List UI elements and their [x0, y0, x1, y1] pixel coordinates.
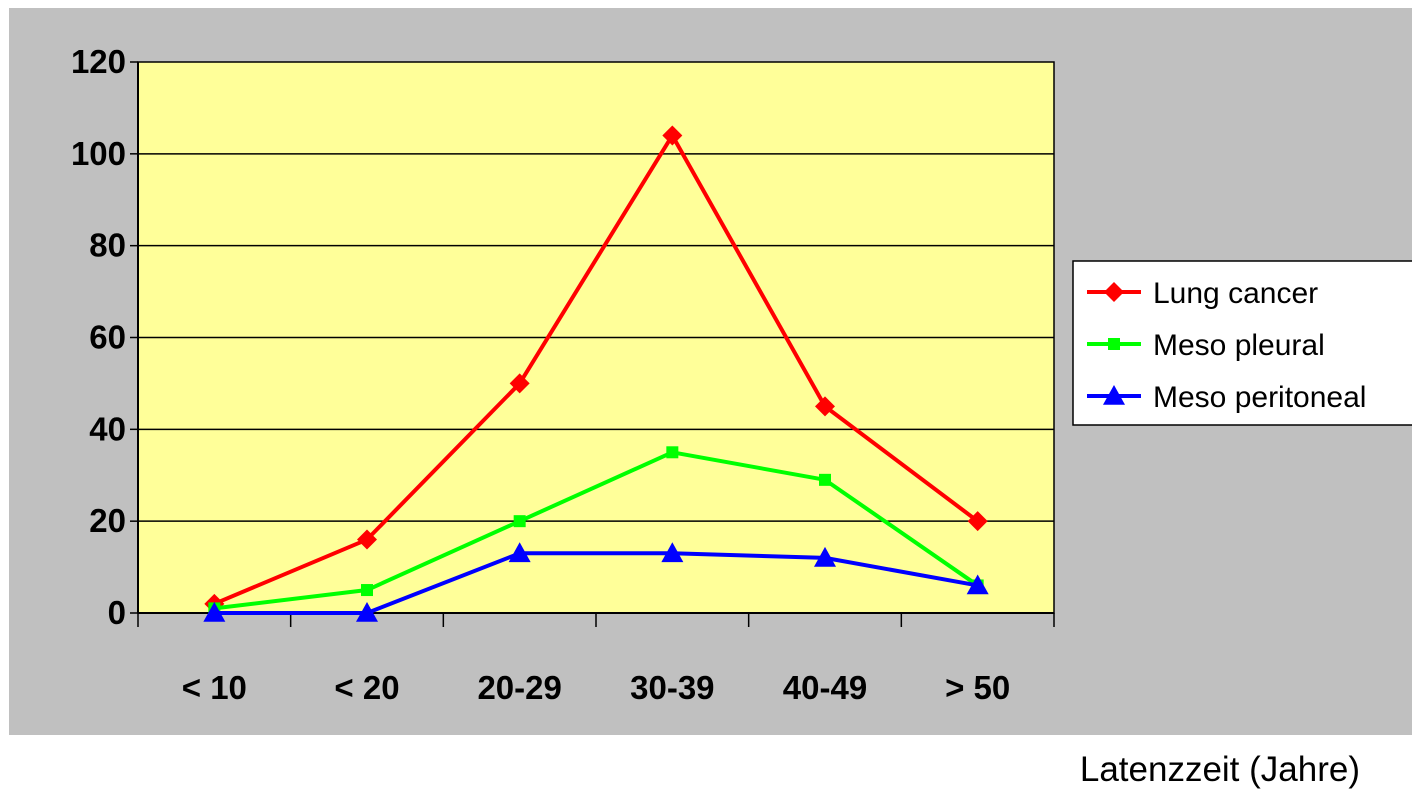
data-point-meso-peritoneal	[508, 542, 531, 563]
y-tick-label: 60	[89, 319, 126, 356]
legend-label-meso-pleural: Meso pleural	[1153, 329, 1325, 362]
legend: Lung cancer Meso pleural Meso peritoneal	[1072, 260, 1412, 426]
data-point-lung-cancer	[357, 529, 377, 550]
line-chart: 0 20 40 60 80 100 120 < 10 < 20 20-29 30-39 40-49 > …	[71, 43, 1412, 706]
series-line-meso-peritoneal	[214, 551, 979, 615]
data-point-meso-peritoneal	[203, 602, 226, 622]
series-line-meso-pleural	[214, 450, 979, 611]
legend-marker-meso-peritoneal	[1103, 385, 1125, 405]
x-axis-title: Latenzzeit (Jahre)	[1079, 750, 1360, 789]
x-tick-label: 30-39	[630, 669, 714, 706]
y-tick-label: 100	[71, 135, 126, 172]
data-point-lung-cancer	[815, 396, 835, 417]
x-tick-label: 20-29	[477, 669, 561, 706]
data-point-meso-pleural	[666, 446, 679, 459]
data-point-meso-pleural	[513, 515, 526, 528]
data-point-meso-peritoneal	[356, 602, 378, 622]
chart-area: 0 20 40 60 80 100 120 < 10 < 20 20-29 30-39 40-49 > …	[9, 8, 1412, 735]
y-tick-label: 20	[89, 502, 126, 539]
legend-marker-meso-pleural	[1108, 338, 1120, 350]
x-tick-label: 40-49	[783, 669, 867, 706]
legend-label-lung-cancer: Lung cancer	[1153, 277, 1318, 310]
data-point-meso-pleural	[819, 473, 831, 486]
data-point-lung-cancer	[509, 373, 530, 394]
series-line-lung-cancer	[213, 133, 979, 606]
y-tick-label: 0	[108, 594, 126, 631]
y-tick-label: 120	[71, 43, 126, 80]
legend-marker-lung-cancer	[1104, 282, 1124, 302]
x-tick-label: < 20	[334, 669, 399, 706]
legend-label-meso-peritoneal: Meso peritoneal	[1153, 381, 1366, 414]
y-tick-label: 80	[89, 227, 126, 264]
data-point-lung-cancer	[967, 511, 988, 532]
data-point-meso-peritoneal	[814, 546, 836, 567]
y-tick-label: 40	[89, 410, 126, 447]
x-tick-label: < 10	[182, 669, 247, 706]
data-point-meso-peritoneal	[661, 542, 684, 563]
x-tick-label: > 50	[945, 669, 1010, 706]
data-point-meso-peritoneal	[966, 574, 989, 595]
data-point-meso-pleural	[361, 584, 373, 597]
